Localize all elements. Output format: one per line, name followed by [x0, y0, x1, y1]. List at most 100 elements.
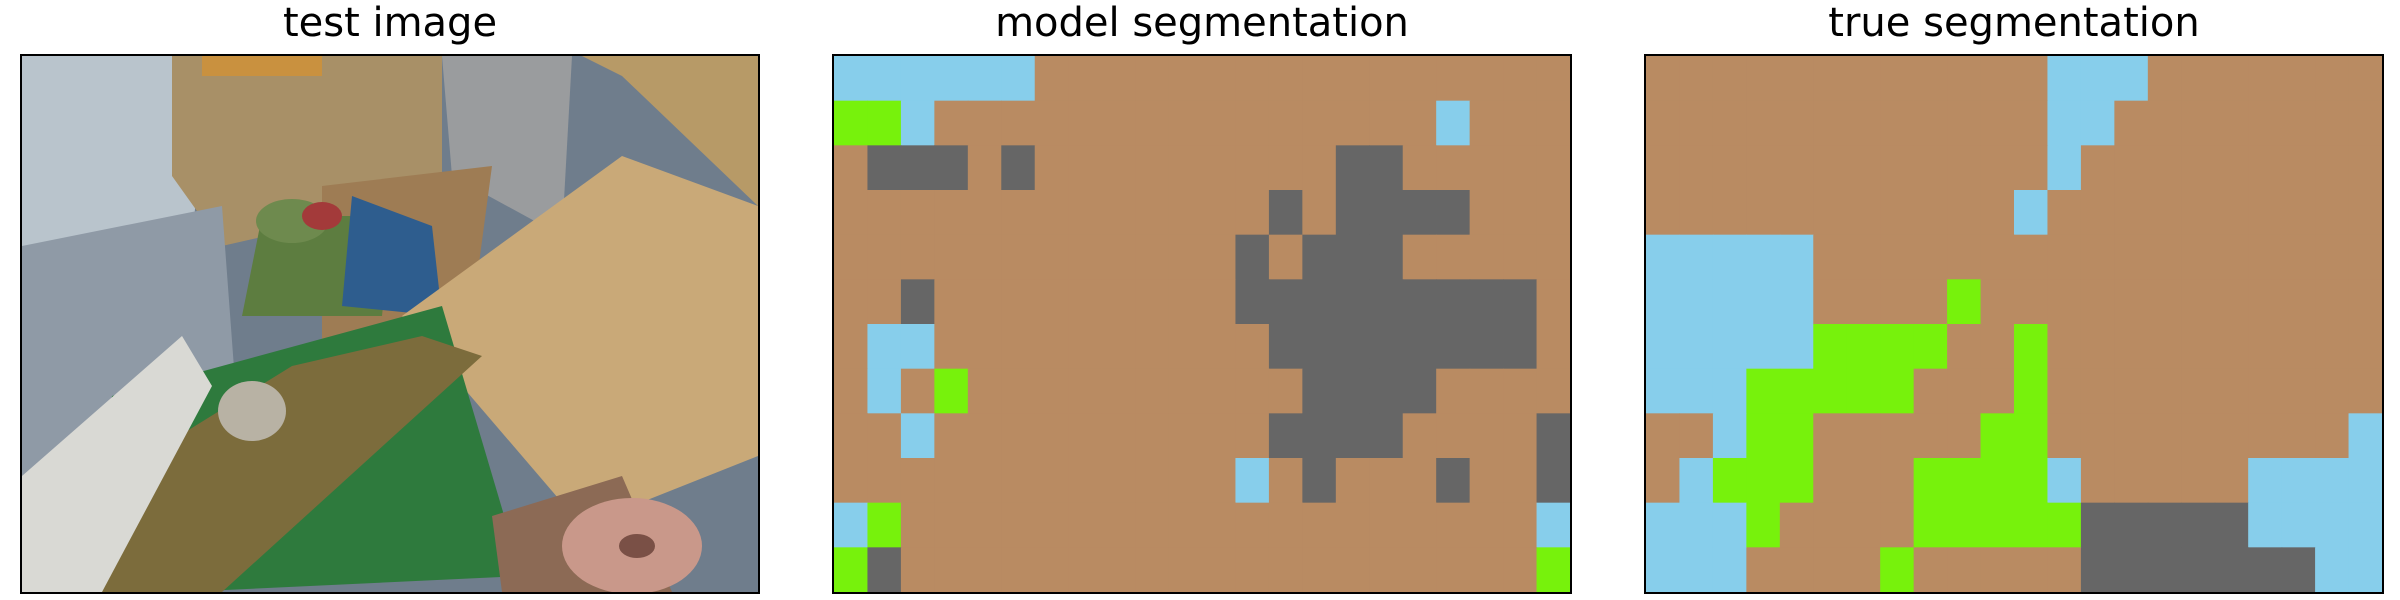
true-segmentation-cell — [2014, 234, 2049, 280]
true-segmentation-cell — [2281, 100, 2316, 146]
test-image-title: test image — [282, 0, 498, 46]
model-segmentation-cell — [1268, 190, 1303, 236]
model-segmentation-cell — [1436, 413, 1471, 459]
true-segmentation-cell — [1880, 145, 1915, 191]
true-segmentation-cell — [1646, 324, 1681, 370]
true-segmentation-cell — [1980, 190, 2015, 236]
model-segmentation-cell — [1235, 234, 1270, 280]
model-segmentation-cell — [1235, 145, 1270, 191]
model-segmentation-cell — [1034, 368, 1069, 414]
true-segmentation-cell — [2181, 324, 2216, 370]
model-segmentation-cell — [1101, 547, 1136, 592]
model-segmentation-cell — [1402, 324, 1437, 370]
model-segmentation-cell — [1469, 190, 1504, 236]
true-segmentation-cell — [1947, 324, 1982, 370]
true-segmentation-cell — [2281, 413, 2316, 459]
true-segmentation-cell — [1947, 502, 1982, 548]
model-segmentation-cell — [1268, 368, 1303, 414]
true-segmentation-cell — [2147, 145, 2182, 191]
model-segmentation-cell — [1369, 56, 1404, 102]
true-segmentation-cell — [1880, 547, 1915, 592]
model-segmentation-cell — [834, 279, 869, 325]
model-segmentation-cell — [900, 547, 935, 592]
model-segmentation-cell — [1268, 145, 1303, 191]
true-segmentation-cell — [2315, 413, 2350, 459]
true-segmentation-cell — [1712, 368, 1747, 414]
model-segmentation-cell — [1135, 279, 1170, 325]
true-segmentation-cell — [2147, 234, 2182, 280]
true-segmentation-cell — [2014, 279, 2049, 325]
true-segmentation-cell — [1712, 547, 1747, 592]
true-segmentation-cell — [1712, 324, 1747, 370]
true-segmentation-cell — [2348, 413, 2382, 459]
model-segmentation-cell — [1001, 413, 1036, 459]
model-segmentation-cell — [1034, 145, 1069, 191]
true-segmentation-cell — [2281, 145, 2316, 191]
true-segmentation-cell — [2214, 324, 2249, 370]
model-segmentation-cell — [1202, 279, 1237, 325]
model-segmentation-cell — [1268, 547, 1303, 592]
true-segmentation-cell — [1913, 279, 1948, 325]
true-segmentation-cell — [1712, 413, 1747, 459]
true-segmentation-cell — [1947, 100, 1982, 146]
model-segmentation-cell — [1168, 190, 1203, 236]
model-segmentation-cell — [1302, 324, 1337, 370]
true-segmentation-cell — [2348, 145, 2382, 191]
true-segmentation-cell — [1646, 502, 1681, 548]
true-segmentation-cell — [2114, 547, 2149, 592]
true-segmentation-cell — [1779, 56, 1814, 102]
model-segmentation-cell — [900, 413, 935, 459]
true-segmentation-cell — [1779, 413, 1814, 459]
true-segmentation-cell — [2080, 279, 2115, 325]
true-segmentation-cell — [2181, 458, 2216, 504]
model-segmentation-cell — [900, 100, 935, 146]
true-segmentation-cell — [2348, 234, 2382, 280]
true-segmentation-cell — [1646, 234, 1681, 280]
model-segmentation-cell — [1068, 279, 1103, 325]
model-segmentation-cell — [1202, 324, 1237, 370]
true-segmentation-cell — [1746, 190, 1781, 236]
model-segmentation-cell — [1335, 145, 1370, 191]
true-segmentation-cell — [1913, 413, 1948, 459]
true-segmentation-cell — [2181, 502, 2216, 548]
true-segmentation-cell — [1913, 190, 1948, 236]
model-segmentation-cell — [967, 413, 1002, 459]
model-segmentation-cell — [1402, 368, 1437, 414]
model-segmentation-cell — [1101, 413, 1136, 459]
model-segmentation-cell — [1503, 324, 1538, 370]
true-segmentation-cell — [2348, 368, 2382, 414]
true-segmentation-cell — [2147, 547, 2182, 592]
true-segmentation-cell — [2281, 547, 2316, 592]
model-segmentation-cell — [1302, 413, 1337, 459]
model-segmentation-cell — [1536, 100, 1570, 146]
true-segmentation-cell — [1913, 368, 1948, 414]
model-segmentation-cell — [834, 145, 869, 191]
model-segmentation-cell — [1302, 190, 1337, 236]
true-segmentation-cell — [2147, 56, 2182, 102]
model-segmentation-cell — [1268, 279, 1303, 325]
model-segmentation-cell — [1235, 279, 1270, 325]
true-segmentation-cell — [1712, 234, 1747, 280]
model-segmentation-cell — [1135, 458, 1170, 504]
model-segmentation-cell — [867, 502, 902, 548]
true-segmentation-cell — [2348, 324, 2382, 370]
model-segmentation-cell — [1168, 458, 1203, 504]
true-segmentation-cell — [1746, 413, 1781, 459]
model-segmentation-cell — [1335, 279, 1370, 325]
true-segmentation-cell — [2080, 547, 2115, 592]
model-segmentation-cell — [867, 368, 902, 414]
model-segmentation-cell — [1436, 145, 1471, 191]
model-segmentation-cell — [1034, 56, 1069, 102]
true-segmentation-cell — [2181, 100, 2216, 146]
true-segmentation-cell — [2014, 458, 2049, 504]
model-segmentation-cell — [1202, 368, 1237, 414]
true-segmentation-cell — [2281, 234, 2316, 280]
true-segmentation-cell — [1980, 547, 2015, 592]
true-segmentation-cell — [2080, 502, 2115, 548]
model-segmentation-cell — [1068, 234, 1103, 280]
model-segmentation-cell — [1001, 100, 1036, 146]
true-segmentation-cell — [1880, 368, 1915, 414]
model-segmentation-cell — [1101, 368, 1136, 414]
model-segmentation-cell — [934, 324, 969, 370]
model-segmentation-cell — [1034, 234, 1069, 280]
